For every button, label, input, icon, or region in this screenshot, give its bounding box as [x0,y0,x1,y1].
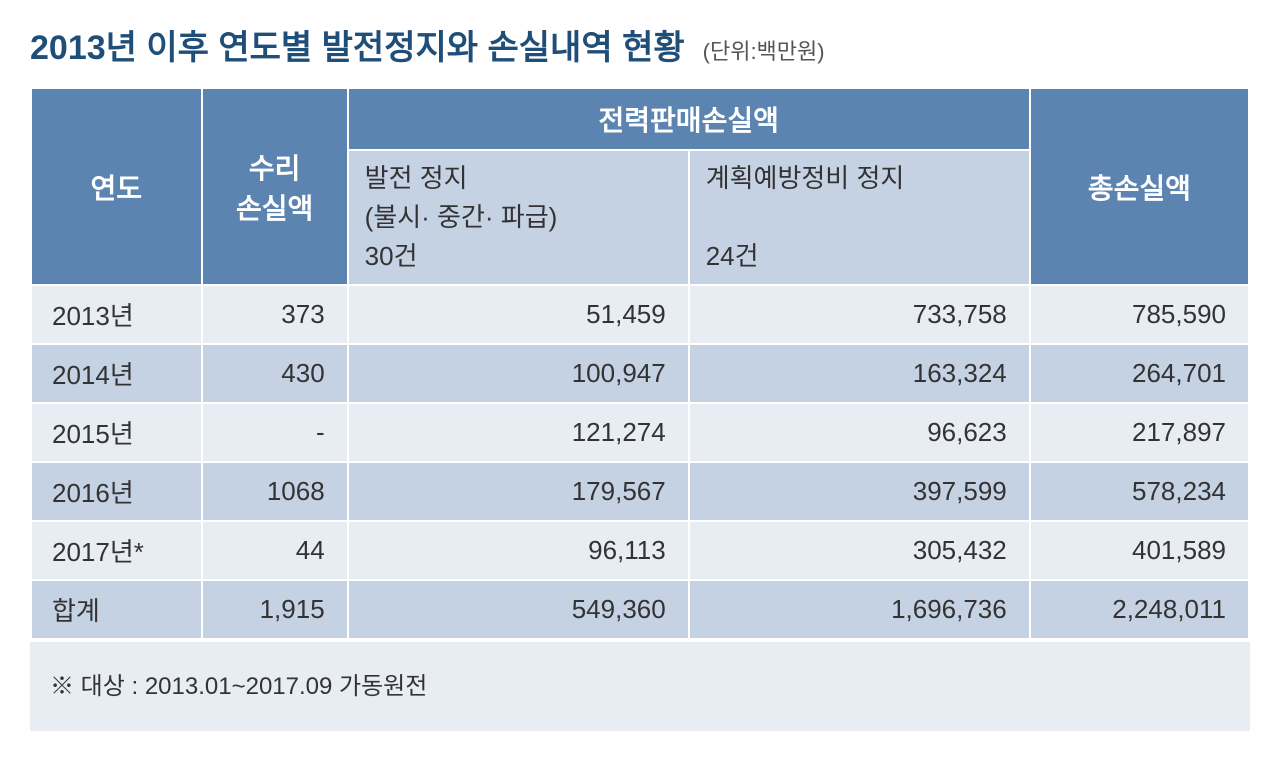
cell-total: 785,590 [1030,285,1249,344]
table-row: 2014년 430 100,947 163,324 264,701 [31,344,1249,403]
cell-outage: 100,947 [348,344,689,403]
cell-total: 264,701 [1030,344,1249,403]
cell-planned: 96,623 [689,403,1030,462]
col-repair-loss: 수리 손실액 [202,88,348,285]
col-year: 연도 [31,88,202,285]
cell-planned: 1,696,736 [689,580,1030,639]
cell-repair: 1068 [202,462,348,521]
table-row: 2017년* 44 96,113 305,432 401,589 [31,521,1249,580]
cell-year: 2017년* [31,521,202,580]
col-power-sales-loss: 전력판매손실액 [348,88,1030,150]
cell-repair: 1,915 [202,580,348,639]
loss-table: 연도 수리 손실액 전력판매손실액 총손실액 발전 정지 (불시· 중간· 파급… [30,87,1250,640]
page-title: 2013년 이후 연도별 발전정지와 손실내역 현황 [30,20,685,69]
col-planned: 계획예방정비 정지 24건 [689,150,1030,285]
col-outage: 발전 정지 (불시· 중간· 파급) 30건 [348,150,689,285]
cell-repair: - [202,403,348,462]
cell-repair: 430 [202,344,348,403]
cell-outage: 121,274 [348,403,689,462]
cell-planned: 163,324 [689,344,1030,403]
cell-planned: 305,432 [689,521,1030,580]
cell-total: 401,589 [1030,521,1249,580]
cell-year: 2014년 [31,344,202,403]
table-row: 2013년 373 51,459 733,758 785,590 [31,285,1249,344]
unit-label: (단위:백만원) [703,34,825,66]
table-row-total: 합계 1,915 549,360 1,696,736 2,248,011 [31,580,1249,639]
cell-year: 2013년 [31,285,202,344]
cell-outage: 51,459 [348,285,689,344]
cell-repair: 44 [202,521,348,580]
cell-year: 2016년 [31,462,202,521]
cell-outage: 96,113 [348,521,689,580]
cell-repair: 373 [202,285,348,344]
cell-planned: 733,758 [689,285,1030,344]
footnote: ※ 대상 : 2013.01~2017.09 가동원전 [30,642,1250,731]
cell-total: 2,248,011 [1030,580,1249,639]
cell-total: 217,897 [1030,403,1249,462]
cell-year: 합계 [31,580,202,639]
cell-outage: 549,360 [348,580,689,639]
cell-planned: 397,599 [689,462,1030,521]
col-total-loss: 총손실액 [1030,88,1249,285]
cell-total: 578,234 [1030,462,1249,521]
title-row: 2013년 이후 연도별 발전정지와 손실내역 현황 (단위:백만원) [30,20,1250,69]
table-row: 2015년 - 121,274 96,623 217,897 [31,403,1249,462]
cell-outage: 179,567 [348,462,689,521]
cell-year: 2015년 [31,403,202,462]
table-row: 2016년 1068 179,567 397,599 578,234 [31,462,1249,521]
